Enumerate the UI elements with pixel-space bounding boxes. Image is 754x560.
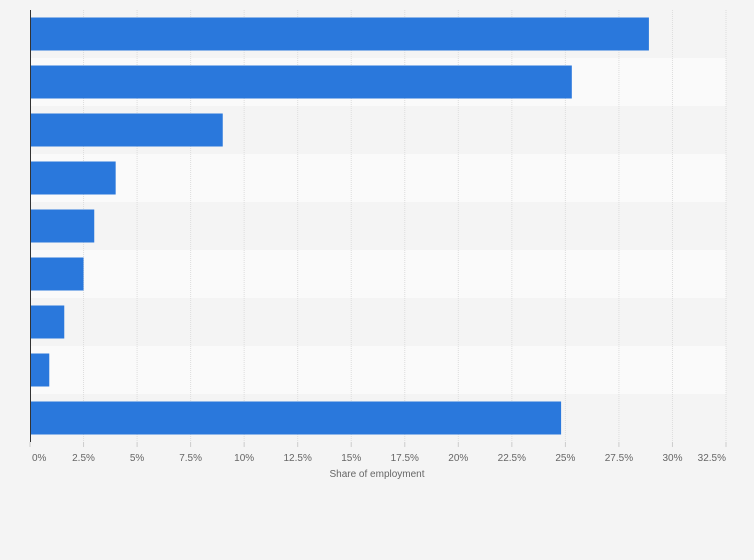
x-tick-label: 7.5% — [179, 453, 202, 464]
x-tick-label: 30% — [662, 453, 682, 464]
x-tick-label: 10% — [234, 453, 254, 464]
bar[interactable] — [30, 305, 65, 339]
x-tick-labels: 0% 2.5% 5% 7.5% 10% 12.5% 15% 17.5% 20% 22.5% 25% 2… — [32, 453, 726, 464]
bar[interactable] — [30, 401, 562, 435]
row-band — [30, 154, 726, 202]
x-tick-label: 32.5% — [698, 453, 726, 464]
bar[interactable] — [30, 353, 50, 387]
bar[interactable] — [30, 161, 116, 195]
row-band — [30, 202, 726, 250]
bars — [30, 17, 649, 435]
bar[interactable] — [30, 17, 649, 51]
x-axis-title: Share of employment — [329, 469, 424, 480]
x-tick-label: 2.5% — [72, 453, 95, 464]
row-band — [30, 346, 726, 394]
x-tick-label: 5% — [130, 453, 145, 464]
x-tick-label: 27.5% — [605, 453, 633, 464]
x-tick-label: 15% — [341, 453, 361, 464]
row-band — [30, 250, 726, 298]
x-tick-label: 12.5% — [284, 453, 312, 464]
bar[interactable] — [30, 65, 572, 99]
row-band — [30, 298, 726, 346]
x-tick-label: 17.5% — [391, 453, 419, 464]
x-tick-label: 25% — [555, 453, 575, 464]
bar[interactable] — [30, 209, 95, 243]
x-tick-label: 22.5% — [498, 453, 526, 464]
bar[interactable] — [30, 113, 223, 147]
x-tick-label: 0% — [32, 453, 47, 464]
bar[interactable] — [30, 257, 84, 291]
x-tick-label: 20% — [448, 453, 468, 464]
axes — [29, 10, 727, 447]
